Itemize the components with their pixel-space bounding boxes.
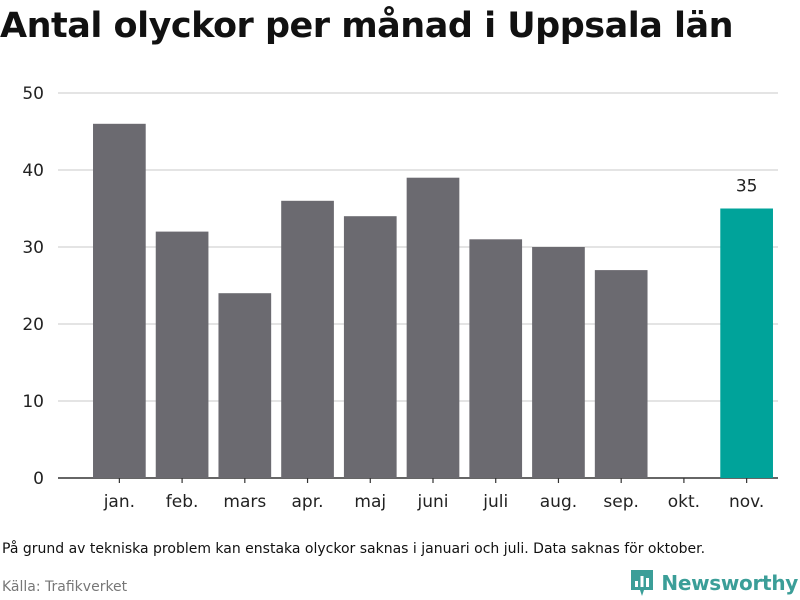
data-label: 35 <box>736 177 758 197</box>
x-axis-ticks: jan. feb. mars apr. maj juni juli aug. sep. okt. n… <box>103 478 764 512</box>
bar <box>218 293 272 478</box>
brand-name: Newsworthy <box>661 571 798 595</box>
y-axis-ticks: 0 10 20 30 40 50 <box>22 84 44 489</box>
bar <box>406 177 460 478</box>
chart-title: Antal olyckor per månad i Uppsala län <box>0 6 734 46</box>
x-tick-label: juni <box>417 492 449 512</box>
bar <box>155 231 209 478</box>
x-tick-label: mars <box>223 492 266 512</box>
x-tick-label: okt. <box>668 492 700 512</box>
bar <box>281 200 334 479</box>
x-tick-label: juli <box>482 492 508 512</box>
y-tick-label: 20 <box>22 315 44 335</box>
bar <box>594 270 648 478</box>
y-tick-label: 30 <box>22 238 44 258</box>
y-tick-label: 50 <box>22 84 44 104</box>
bars <box>93 123 773 479</box>
bar <box>720 208 773 478</box>
bar-chart: 0 10 20 30 40 50 jan. feb. mars apr. maj juni juli a… <box>22 84 778 512</box>
y-tick-label: 40 <box>22 161 44 181</box>
x-tick-label: feb. <box>166 492 199 512</box>
bar <box>93 123 146 479</box>
x-tick-label: sep. <box>603 492 639 512</box>
x-tick-label: apr. <box>292 492 324 512</box>
y-tick-label: 0 <box>33 469 44 489</box>
footnote: På grund av tekniska problem kan enstaka… <box>2 541 706 557</box>
y-tick-label: 10 <box>22 392 44 412</box>
x-tick-label: jan. <box>103 492 135 512</box>
bar <box>343 216 397 478</box>
bar <box>469 239 523 478</box>
bar <box>532 247 585 478</box>
brand-logo: Newsworthy <box>629 568 798 598</box>
x-tick-label: aug. <box>540 492 577 512</box>
data-labels: 35 <box>736 177 758 197</box>
x-tick-label: nov. <box>729 492 764 512</box>
bar-chart-logo-icon <box>631 570 654 596</box>
x-tick-label: maj <box>354 492 386 512</box>
source-credit: Källa: Trafikverket <box>2 579 128 595</box>
